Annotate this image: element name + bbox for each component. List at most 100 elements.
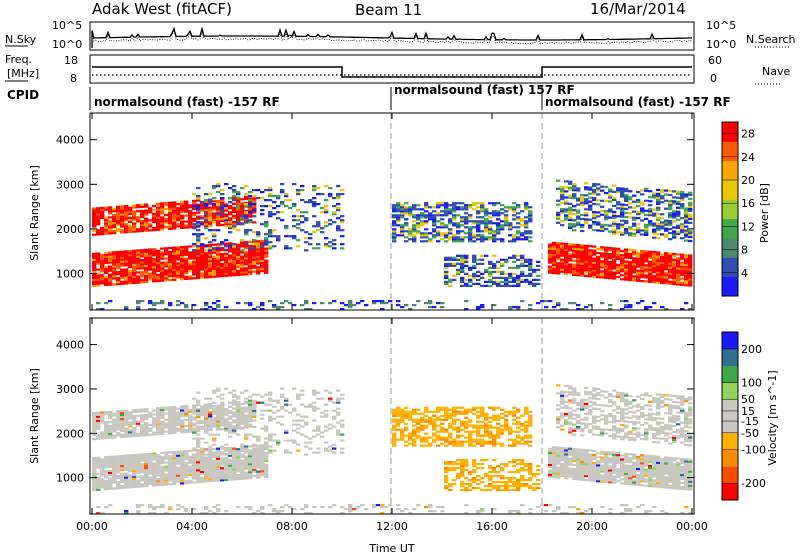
power-cell <box>196 218 200 220</box>
power-cell <box>548 246 552 248</box>
power-cell <box>668 263 672 265</box>
power-cell <box>408 208 412 210</box>
power-cell <box>180 256 184 258</box>
power-cell <box>244 255 248 257</box>
power-cell <box>584 257 588 259</box>
power-cell <box>176 250 180 252</box>
power-cell <box>628 263 632 265</box>
velocity-cell <box>132 468 136 470</box>
power-cell <box>244 231 248 233</box>
power-cell <box>92 269 96 271</box>
power-cell <box>220 200 224 202</box>
power-cell <box>640 252 644 254</box>
power-cell <box>236 254 240 256</box>
power-cell <box>492 210 496 212</box>
power-cell <box>168 247 172 249</box>
velocity-cell <box>204 404 208 406</box>
power-cell <box>420 234 424 236</box>
velocity-cell <box>408 413 412 415</box>
power-cell <box>392 208 396 210</box>
power-cell <box>260 268 264 270</box>
power-cell <box>168 212 172 214</box>
velocity-cell <box>260 458 264 460</box>
power-cell <box>248 195 252 197</box>
power-cell <box>680 256 684 258</box>
power-cell <box>212 256 216 258</box>
velocity-cell <box>264 454 268 456</box>
power-cell <box>200 263 204 265</box>
power-cell <box>196 216 200 218</box>
velocity-cell <box>184 407 188 409</box>
power-cell <box>512 306 516 308</box>
power-cell <box>96 252 100 254</box>
velocity-cell <box>188 417 192 419</box>
power-cell <box>216 247 220 249</box>
power-cell <box>184 221 188 223</box>
power-cell <box>428 206 432 208</box>
power-cell <box>196 255 200 257</box>
power-cell <box>240 243 244 245</box>
velocity-cell <box>196 404 200 406</box>
velocity-cell <box>176 414 180 416</box>
noise-search-label: N.Search <box>746 33 796 46</box>
power-cell <box>264 268 268 270</box>
velocity-cell <box>168 422 172 424</box>
power-cell <box>676 271 680 273</box>
power-cell <box>496 212 500 214</box>
power-cell <box>100 231 104 233</box>
power-cell <box>620 190 624 192</box>
velocity-cell <box>172 469 176 471</box>
power-cell <box>568 223 572 225</box>
velocity-cell <box>424 411 428 413</box>
velocity-cell <box>160 409 164 411</box>
power-cell <box>192 243 196 245</box>
power-cell <box>472 283 476 285</box>
velocity-cell <box>100 458 104 460</box>
power-cell <box>688 268 692 270</box>
power-cell <box>160 254 164 256</box>
velocity-cell <box>324 390 328 392</box>
power-cell <box>552 246 556 248</box>
velocity-cell <box>272 412 276 414</box>
velocity-cell <box>432 429 436 431</box>
power-cell <box>468 214 472 216</box>
power-cell <box>656 251 660 253</box>
power-cell <box>128 254 132 256</box>
power-cell <box>240 270 244 272</box>
power-cell <box>268 247 272 249</box>
velocity-cell <box>252 426 256 428</box>
power-cell <box>252 199 256 201</box>
power-cell <box>688 218 692 220</box>
power-cell <box>616 223 620 225</box>
power-cell <box>188 210 192 212</box>
power-cell <box>304 237 308 239</box>
power-cell <box>248 257 252 259</box>
velocity-cell <box>92 430 96 432</box>
power-cell <box>148 267 152 269</box>
power-cell <box>172 227 176 229</box>
power-cell <box>508 226 512 228</box>
power-cell <box>588 261 592 263</box>
velocity-cell <box>152 468 156 470</box>
power-cell <box>456 222 460 224</box>
power-cell <box>296 219 300 221</box>
power-cell <box>420 220 424 222</box>
velocity-cell <box>212 452 216 454</box>
power-cell <box>472 261 476 263</box>
power-cell <box>616 187 620 189</box>
velocity-cell <box>420 413 424 415</box>
velocity-cell <box>180 476 184 478</box>
velocity-cell <box>240 415 244 417</box>
power-cell <box>632 261 636 263</box>
power-cell <box>524 222 528 224</box>
power-cell <box>196 257 200 259</box>
power-cell <box>112 255 116 257</box>
power-cell <box>116 253 120 255</box>
power-cell <box>112 230 116 232</box>
power-cell <box>568 207 572 209</box>
power-cell <box>472 255 476 257</box>
velocity-cell <box>152 433 156 435</box>
power-cell <box>604 267 608 269</box>
power-cell <box>624 200 628 202</box>
power-cell <box>648 190 652 192</box>
